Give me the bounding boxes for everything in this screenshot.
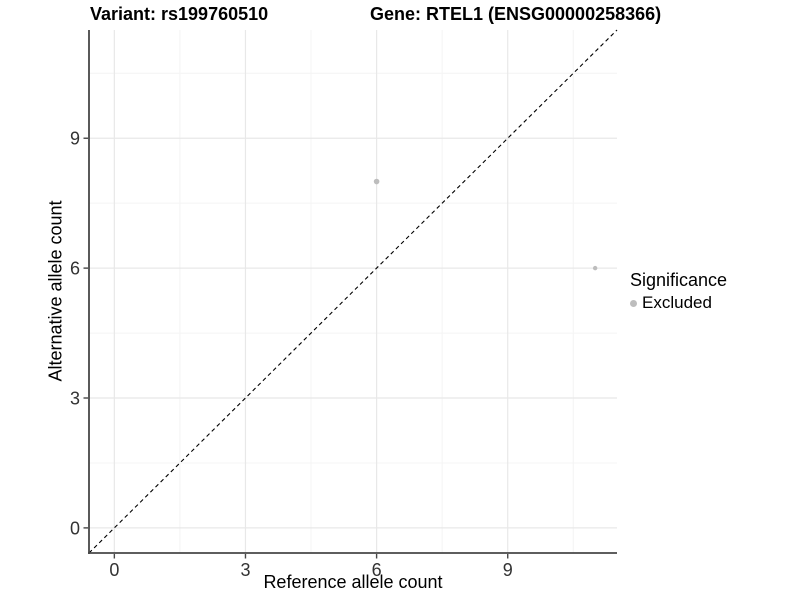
y-tick-label: 6 xyxy=(70,259,80,279)
legend-entries: Excluded xyxy=(630,293,727,313)
legend-title: Significance xyxy=(630,270,728,290)
legend-point-icon xyxy=(630,299,637,307)
x-tick-label: 3 xyxy=(240,560,250,580)
data-point xyxy=(592,265,598,271)
plot-title-gene: Gene: RTEL1 (ENSG00000258366) xyxy=(370,4,662,24)
y-tick-label: 9 xyxy=(70,129,80,149)
x-tick-label: 9 xyxy=(503,560,513,580)
plot-title-variant: Variant: rs199760510 xyxy=(90,4,269,24)
legend-item-label: Excluded xyxy=(642,293,712,312)
x-axis-title: Reference allele count xyxy=(263,572,443,592)
data-point xyxy=(373,178,380,185)
legend-item-excluded: Excluded xyxy=(630,293,727,313)
y-tick-label: 0 xyxy=(70,518,80,538)
x-tick-label: 6 xyxy=(372,560,382,580)
identity-line xyxy=(88,29,618,554)
y-tick-label: 3 xyxy=(70,389,80,409)
x-tick-label: 0 xyxy=(109,560,119,580)
y-axis-title: Alternative allele count xyxy=(45,200,66,382)
legend: Significance Excluded xyxy=(630,270,727,313)
